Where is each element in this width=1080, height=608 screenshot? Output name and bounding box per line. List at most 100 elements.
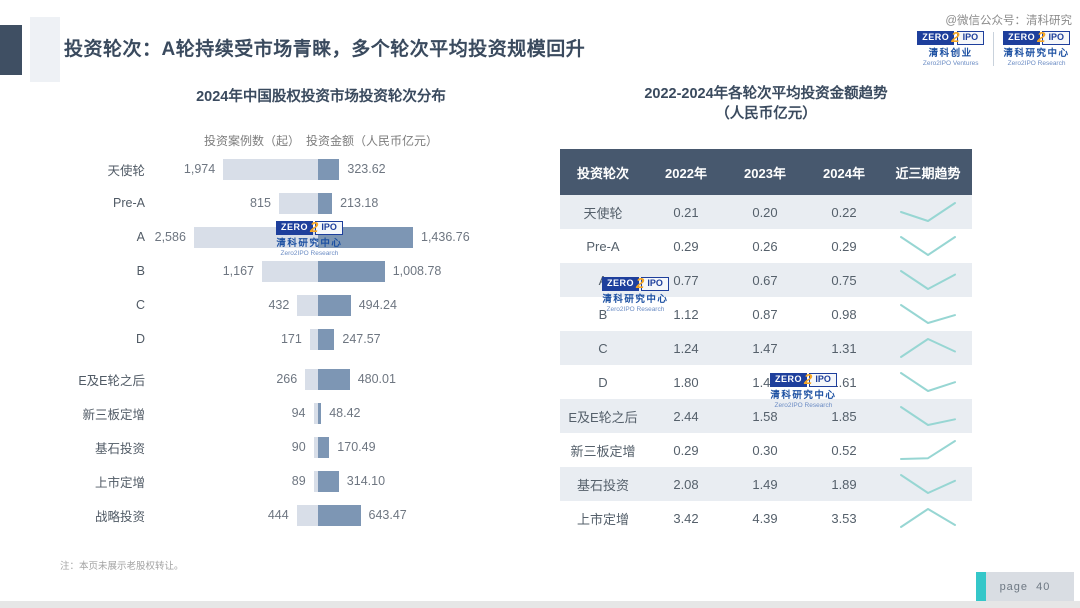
logo-zero-text: ZERO	[917, 31, 955, 46]
table-row: 上市定增 3.42 4.39 3.53	[560, 501, 972, 536]
amount-zone: 213.18	[318, 192, 379, 214]
trend-sparkline	[900, 338, 956, 359]
logo-en-label: Zero2IPO Research	[1007, 59, 1066, 67]
slide-accent-bar	[0, 25, 22, 75]
category-label: B	[136, 264, 145, 278]
category-label: A	[136, 230, 145, 244]
bar-row: D 171 247.57	[60, 322, 532, 356]
row-label: 新三板定增	[570, 443, 636, 459]
amount-value: 213.18	[340, 196, 379, 210]
amount-zone: 494.24	[318, 294, 397, 316]
slide-accent-rect	[30, 17, 60, 82]
row-label: D	[598, 374, 608, 390]
zero2ipo-logo-mark: ZERO 2 IPO	[1003, 29, 1070, 47]
logo-en-label: Zero2IPO Research	[606, 305, 665, 313]
amount-zone: 170.49	[318, 436, 376, 458]
cell-value: 1.85	[831, 408, 857, 424]
bar-rows: 天使轮 1,974 323.62 Pre-A 815 213.18 A 2,586 1,436.…	[60, 152, 532, 532]
case-bar	[305, 368, 318, 390]
bar-row: 基石投资 90 170.49	[60, 430, 532, 464]
cell-value: 1.47	[752, 340, 778, 356]
logo-zero-text: ZERO	[276, 221, 314, 236]
amount-value: 314.10	[346, 474, 386, 488]
cell-value: 0.29	[673, 442, 699, 458]
case-zone: 266	[145, 368, 318, 390]
bar-row: 上市定增 89 314.10	[60, 464, 532, 498]
cell-value: 0.30	[752, 442, 778, 458]
category-label: Pre-A	[113, 196, 145, 210]
table-row: B 1.12 0.87 0.98	[560, 297, 972, 332]
table-header: 投资轮次 2022年 2023年 2024年 近三期趋势	[560, 149, 972, 196]
case-count: 171	[280, 332, 302, 346]
amount-zone: 323.62	[318, 158, 386, 180]
amount-bar	[318, 504, 361, 526]
logo-zero-text: ZERO	[770, 373, 808, 388]
amount-value: 480.01	[357, 372, 396, 386]
row-label: 上市定增	[576, 511, 629, 527]
bar-row: C 432 494.24	[60, 288, 532, 322]
row-label: E及E轮之后	[568, 409, 638, 425]
bar-row: 战略投资 444 643.47	[60, 498, 532, 532]
zero2ipo-logo-mark: ZERO 2 IPO	[276, 219, 343, 237]
cell-value: 0.52	[831, 442, 857, 458]
trend-table: 投资轮次 2022年 2023年 2024年 近三期趋势 天使轮 0.21 0.20…	[560, 149, 972, 536]
trend-cell	[884, 437, 972, 463]
case-bar	[262, 260, 318, 282]
trend-cell	[884, 471, 972, 497]
cell-value: 3.53	[831, 510, 857, 526]
amount-value: 494.24	[358, 298, 397, 312]
amount-value: 323.62	[347, 162, 386, 176]
case-count: 815	[250, 196, 271, 210]
logo-en-label: Zero2IPO Research	[774, 401, 833, 409]
trend-cell	[884, 301, 972, 327]
category-label: E及E轮之后	[78, 373, 145, 388]
table-row: D 1.80 1.43 1.61	[560, 365, 972, 400]
table-row: 天使轮 0.21 0.20 0.22	[560, 195, 972, 230]
trend-sparkline	[900, 440, 956, 461]
case-count: 1,167	[222, 264, 254, 278]
cell-value: 0.75	[831, 272, 857, 288]
page-indicator: page 40	[976, 572, 1074, 602]
row-label: B	[598, 306, 608, 322]
case-bar	[309, 328, 318, 350]
cell-value: 1.49	[752, 476, 778, 492]
cell-value: 1.58	[752, 408, 778, 424]
amount-bar	[318, 402, 322, 424]
logo-ipo-text: IPO	[315, 221, 343, 236]
logo-cn-label: 清科研究中心	[1003, 47, 1070, 59]
footnote: 注：本页未展示老股权转让。	[60, 561, 184, 572]
logo-zero-text: ZERO	[1003, 31, 1041, 46]
legend-cases-label: 投资案例数（起）	[203, 134, 300, 148]
row-label: 基石投资	[576, 477, 629, 493]
category-label: 上市定增	[94, 475, 145, 490]
cell-value: 4.39	[752, 510, 778, 526]
zero2ipo-logo-mark: ZERO 2 IPO	[602, 275, 669, 293]
zero2ipo-research-logo: ZERO 2 IPO 清科研究中心 Zero2IPO Research	[1003, 29, 1070, 67]
cell-value: 2.44	[673, 408, 699, 424]
case-count: 432	[268, 298, 290, 312]
case-count: 444	[267, 508, 289, 522]
cell-value: 1.89	[831, 476, 857, 492]
amount-value: 1,008.78	[392, 264, 442, 278]
logo-zero-text: ZERO	[602, 277, 640, 292]
bar-row: B 1,167 1,008.78	[60, 254, 532, 288]
bar-row: E及E轮之后 266 480.01	[60, 362, 532, 396]
case-count: 94	[291, 406, 306, 420]
cell-value: 0.67	[752, 272, 778, 288]
amount-zone: 48.42	[318, 402, 361, 424]
wechat-watermark: @微信公众号：清科研究	[945, 15, 1072, 27]
page-number-value: 40	[1036, 581, 1051, 593]
zero2ipo-watermark: ZERO 2 IPO 清科研究中心 Zero2IPO Research	[602, 275, 669, 313]
amount-zone: 480.01	[318, 368, 396, 390]
bar-chart: 2024年中国股权投资市场投资轮次分布 投资案例数（起） 投资金额（人民币亿元） …	[60, 85, 532, 532]
header-cell-round: 投资轮次	[576, 165, 629, 181]
case-count: 90	[291, 440, 306, 454]
amount-zone: 314.10	[318, 470, 386, 492]
amount-value: 48.42	[329, 406, 361, 420]
logo-cn-label: 清科研究中心	[276, 237, 343, 249]
amount-value: 247.57	[342, 332, 381, 346]
case-bar	[313, 470, 318, 492]
bar-chart-title: 2024年中国股权投资市场投资轮次分布	[196, 89, 446, 105]
logo-en-label: Zero2IPO Ventures	[922, 59, 979, 67]
trend-sparkline	[900, 406, 956, 427]
